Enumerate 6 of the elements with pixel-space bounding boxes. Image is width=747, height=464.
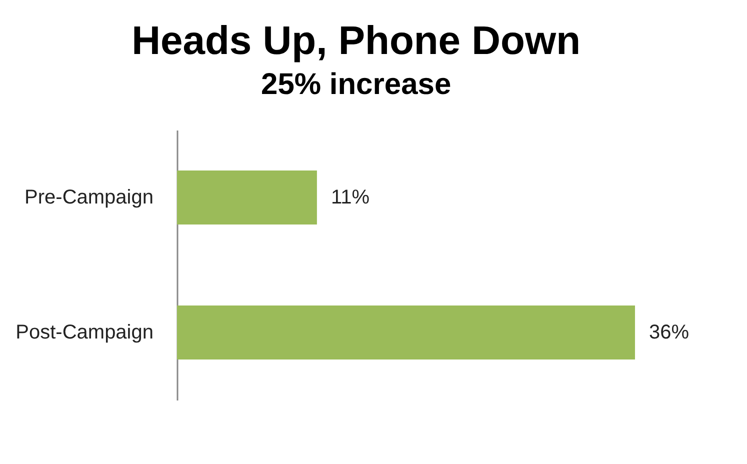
y-tick-label: Pre-Campaign bbox=[24, 186, 154, 208]
data-label: 11% bbox=[330, 186, 370, 208]
chart-subtitle: 25% increase bbox=[261, 68, 452, 101]
data-label: 36% bbox=[649, 322, 690, 344]
y-tick-label: Post-Campaign bbox=[16, 322, 154, 344]
chart-title: Heads Up, Phone Down bbox=[132, 19, 581, 63]
